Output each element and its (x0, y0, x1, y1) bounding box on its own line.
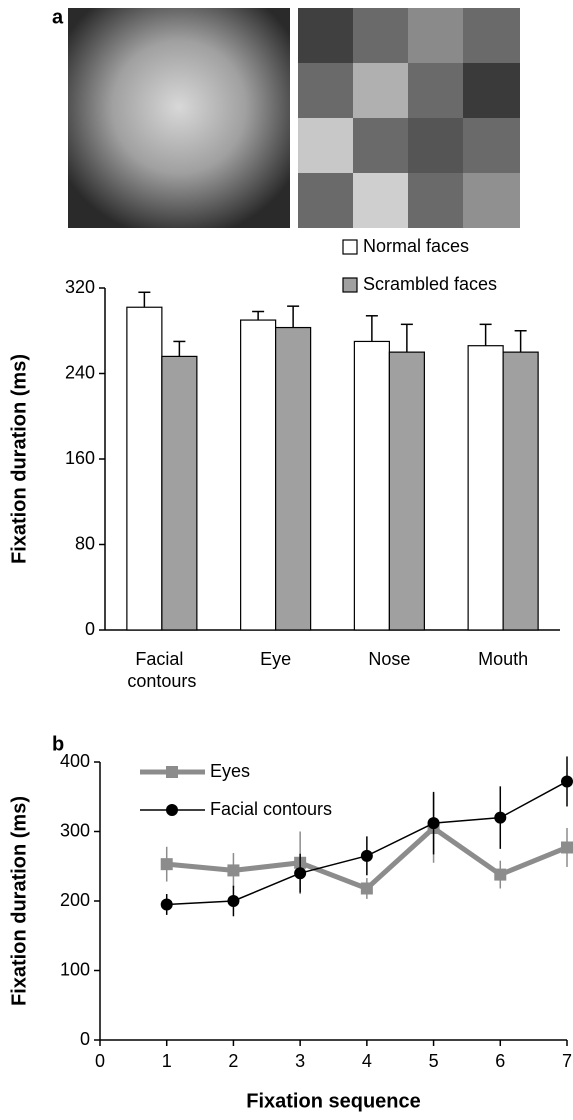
marker (360, 882, 373, 895)
y-tick-label: 0 (80, 1029, 90, 1049)
x-tick-label: 1 (162, 1051, 172, 1071)
x-tick-label: 0 (95, 1051, 105, 1071)
y-axis-label: Fixation duration (ms) (8, 796, 30, 1006)
x-tick-label: Facial contours (127, 649, 196, 691)
y-tick-label: 160 (65, 448, 95, 468)
legend-label: Facial contours (210, 799, 332, 819)
marker (160, 858, 173, 871)
bar (467, 345, 504, 631)
legend-swatch (342, 239, 358, 255)
y-tick-label: 320 (65, 277, 95, 297)
legend-marker (166, 804, 178, 816)
y-axis-label: Fixation duration (ms) (8, 354, 30, 564)
marker (494, 868, 507, 881)
marker (227, 895, 240, 907)
legend-label: Normal faces (363, 236, 469, 256)
legend-marker (166, 766, 178, 778)
x-tick-label: 7 (562, 1051, 572, 1071)
marker (561, 841, 573, 854)
marker (561, 775, 573, 788)
bar (388, 351, 425, 631)
marker (227, 864, 240, 877)
x-tick-label: 5 (429, 1051, 439, 1071)
y-tick-label: 200 (60, 890, 90, 910)
y-tick-label: 100 (60, 959, 90, 979)
bar (353, 340, 390, 631)
y-tick-label: 400 (60, 751, 90, 771)
x-tick-label: 4 (362, 1051, 372, 1071)
y-tick-label: 300 (60, 820, 90, 840)
bar (275, 326, 312, 631)
y-tick-label: 80 (75, 533, 95, 553)
bar (126, 306, 163, 631)
panel-label: b (52, 733, 64, 755)
bar (240, 319, 277, 631)
x-axis-label: Fixation sequence (246, 1090, 421, 1112)
bar (161, 355, 198, 631)
y-tick-label: 0 (85, 619, 95, 639)
legend-label: Eyes (210, 761, 250, 781)
marker (427, 817, 440, 830)
panel-label: a (52, 6, 64, 28)
face-photo (68, 8, 290, 228)
x-tick-label: 2 (228, 1051, 238, 1071)
marker (160, 898, 173, 911)
scrambled-photo (298, 8, 520, 228)
x-tick-label: 3 (295, 1051, 305, 1071)
marker (494, 811, 507, 824)
marker (294, 867, 307, 880)
bar (502, 351, 539, 631)
y-tick-label: 240 (65, 362, 95, 382)
x-tick-label: Eye (260, 649, 291, 669)
legend-swatch (342, 277, 358, 293)
x-tick-label: 6 (495, 1051, 505, 1071)
x-tick-label: Mouth (478, 649, 528, 669)
legend-label: Scrambled faces (363, 274, 497, 294)
marker (360, 849, 373, 862)
x-tick-label: Nose (368, 649, 410, 669)
